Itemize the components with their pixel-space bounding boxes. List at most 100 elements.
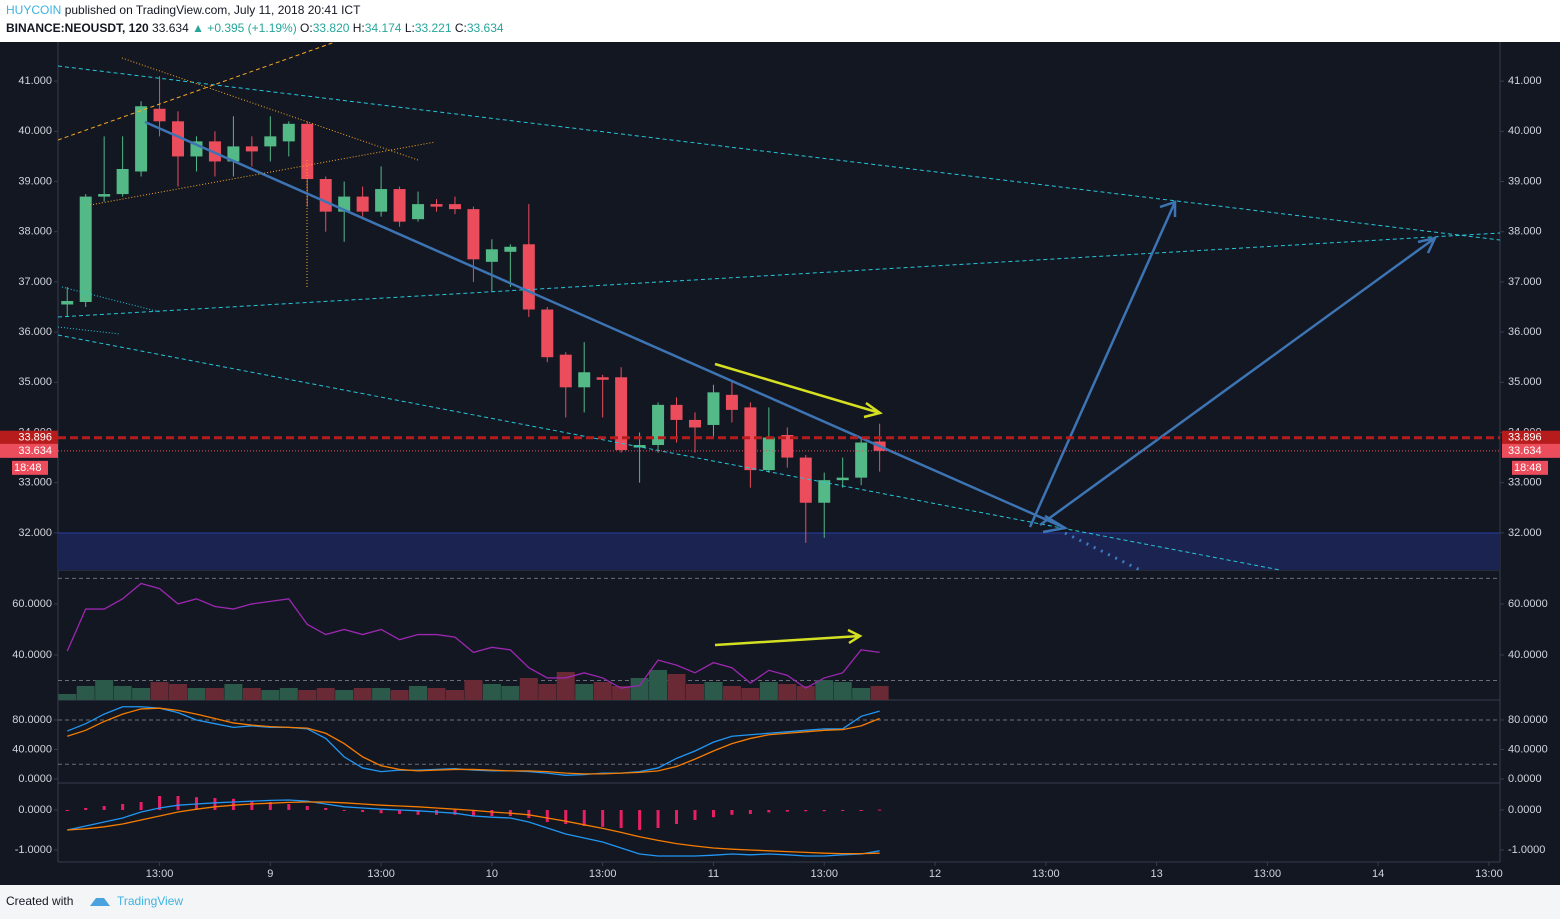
candle-body xyxy=(448,204,461,210)
volume-bar xyxy=(538,684,557,700)
histogram-bar xyxy=(785,810,789,812)
header-line-1: HUYCOIN published on TradingView.com, Ju… xyxy=(6,3,361,17)
author[interactable]: HUYCOIN xyxy=(6,3,61,17)
volume-bar xyxy=(132,688,151,700)
yellow-arrows xyxy=(714,362,883,647)
candle-body xyxy=(578,372,591,388)
dotted-line xyxy=(61,286,161,313)
volume-bar xyxy=(205,688,224,700)
candle-body xyxy=(855,442,868,478)
candle-body xyxy=(725,394,738,410)
level-label: 33.896 xyxy=(1508,432,1542,444)
c-value: 33.634 xyxy=(467,21,504,35)
candle-body xyxy=(467,209,480,260)
histogram-bar xyxy=(527,810,531,818)
y-tick-label: 39.000 xyxy=(1508,175,1542,187)
channel-bottom xyxy=(57,334,1281,571)
volume-bar xyxy=(649,670,668,700)
last-price-label: 33.634 xyxy=(18,445,52,457)
h-label: H: xyxy=(353,21,365,35)
marks: 13:00 9 13:00 10 13:00 11 13:00 12 13:00 13 13:00 1… xyxy=(12,75,1548,880)
y-tick-label: 0.0000 xyxy=(1508,773,1542,785)
candle-body xyxy=(245,146,258,152)
histogram-bar xyxy=(102,806,106,810)
histogram-bar xyxy=(693,810,697,820)
brand[interactable]: TradingView xyxy=(117,894,183,908)
candle-body xyxy=(522,244,535,310)
candle-body xyxy=(301,123,314,180)
created-with: Created with xyxy=(6,894,73,908)
volume-bar xyxy=(593,682,612,700)
volume-bar xyxy=(778,684,797,700)
volume-bar xyxy=(316,688,335,700)
level-label: 33.896 xyxy=(18,432,52,444)
candle-body xyxy=(356,196,369,212)
volume-bar xyxy=(390,690,409,700)
x-tick-label: 9 xyxy=(267,868,273,880)
y-tick-label: 39.000 xyxy=(18,175,52,187)
y-tick-label: 33.000 xyxy=(18,477,52,489)
y-tick-label: 40.0000 xyxy=(1508,649,1548,661)
candle-body xyxy=(799,457,812,503)
candle-body xyxy=(688,419,701,428)
y-tick-label: 38.000 xyxy=(1508,226,1542,238)
candle-body xyxy=(707,392,720,425)
candle-body xyxy=(172,121,185,157)
volume-bar xyxy=(76,686,95,700)
y-tick-label: 41.000 xyxy=(1508,75,1542,87)
volume-bar xyxy=(575,684,594,700)
candle-body xyxy=(98,194,111,197)
y-tick-label: 41.000 xyxy=(18,75,52,87)
l-label: L: xyxy=(405,21,415,35)
histogram-bar xyxy=(601,810,605,827)
volume-bar xyxy=(187,688,206,700)
candle-body xyxy=(227,146,240,162)
y-tick-label: 0.0000 xyxy=(18,773,52,785)
histogram-bar xyxy=(748,810,752,814)
level-label-bg xyxy=(1502,430,1560,445)
candle-body xyxy=(264,136,277,147)
x-tick-label: 13:00 xyxy=(367,868,395,880)
volume-bar xyxy=(833,682,852,700)
dotted-line xyxy=(1064,531,1141,572)
h-value: 34.174 xyxy=(365,21,402,35)
y-tick-label: 0.0000 xyxy=(1508,804,1542,816)
histogram-bar xyxy=(564,810,568,824)
histogram-bar xyxy=(65,810,69,811)
volume-bar xyxy=(169,684,188,700)
volume-bar xyxy=(741,688,760,700)
volume-bar xyxy=(556,672,575,700)
y-tick-label: 40.0000 xyxy=(1508,743,1548,755)
c-label: C: xyxy=(455,21,467,35)
x-tick-label: 10 xyxy=(486,868,498,880)
volume-bar xyxy=(852,688,871,700)
histogram-bar xyxy=(878,809,882,811)
y-tick-label: 33.000 xyxy=(1508,477,1542,489)
y-tick-label: -1.0000 xyxy=(15,844,52,856)
candle-body xyxy=(670,404,683,420)
histogram-bar xyxy=(582,810,586,826)
footer-bg xyxy=(0,885,1560,919)
candle-body xyxy=(153,108,166,122)
volume-bar xyxy=(612,686,631,700)
series-line xyxy=(67,799,880,857)
volume-bar xyxy=(261,690,280,700)
histogram-bar xyxy=(859,810,863,811)
header-bg xyxy=(0,0,1560,42)
o-label: O: xyxy=(300,21,313,35)
volume-bar xyxy=(464,680,483,700)
volume-bar xyxy=(95,680,114,700)
volume-bar xyxy=(113,686,132,700)
candle-body xyxy=(836,477,849,481)
series-line xyxy=(66,706,880,776)
candle-body xyxy=(744,407,757,471)
y-tick-label: 60.0000 xyxy=(12,598,52,610)
symbol: BINANCE:NEOUSDT, 120 xyxy=(6,21,149,35)
histogram-bar xyxy=(121,804,125,810)
y-tick-label: 38.000 xyxy=(18,226,52,238)
volume-bar xyxy=(759,682,778,700)
candle-body xyxy=(412,204,425,220)
candle-body xyxy=(762,437,775,471)
